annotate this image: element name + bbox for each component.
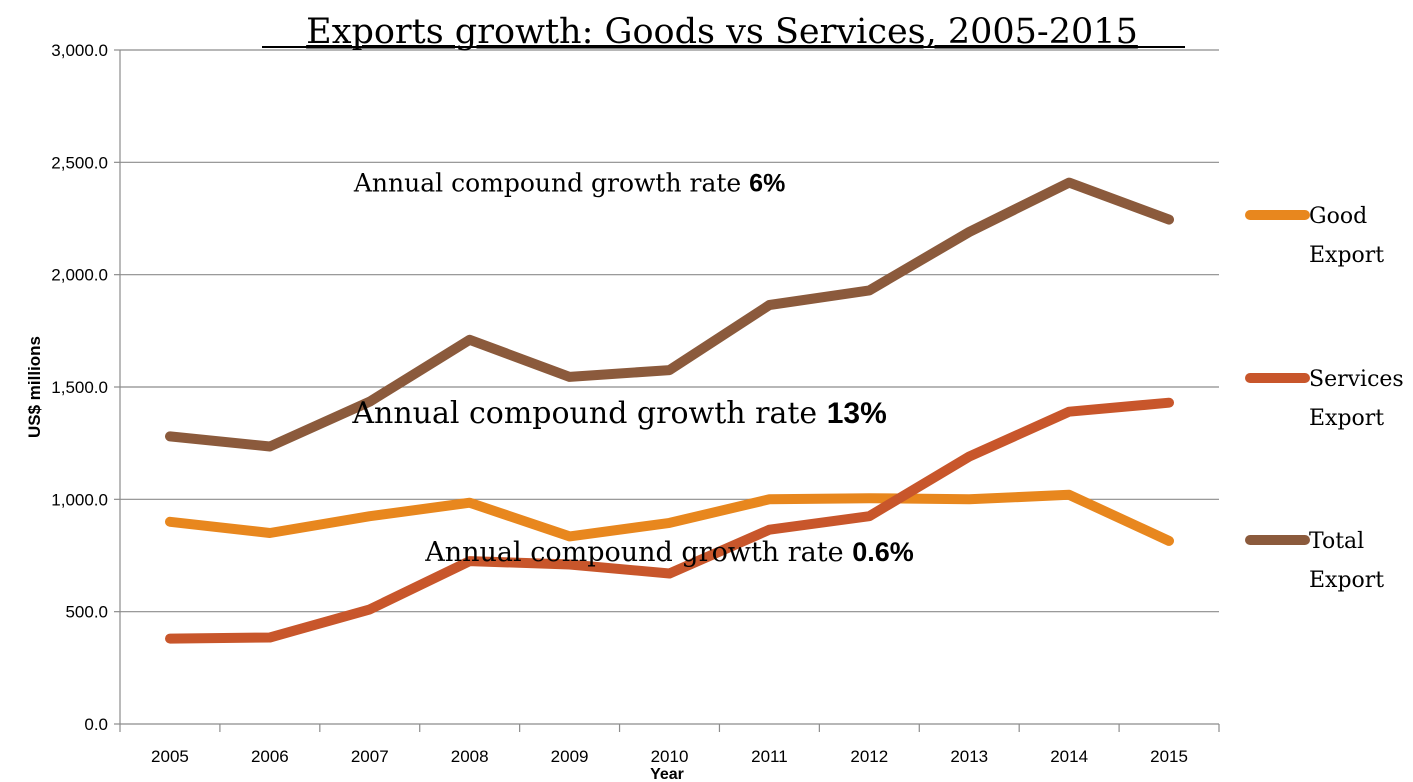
x-tick-label: 2007 xyxy=(351,747,389,766)
x-tick-labels: 2005 2006 2007 2008 2009 2010 2011 2012 2013 2014… xyxy=(151,747,1188,766)
y-tick-label: 500.0 xyxy=(65,603,108,622)
legend-label: Total xyxy=(1309,529,1364,554)
growth-annotation: Annual compound growth rate 6% xyxy=(353,169,785,198)
gridlines xyxy=(114,49,1219,725)
y-tick-labels: 0.0 500.0 1,000.0 1,500.0 2,000.0 2,500.0 3,00… xyxy=(51,41,108,734)
legend-label: Export xyxy=(1309,406,1384,431)
x-axis-label: Year xyxy=(650,766,684,782)
y-tick-label: 1,000.0 xyxy=(51,490,108,509)
x-tick-label: 2015 xyxy=(1150,747,1188,766)
x-tick-label: 2012 xyxy=(850,747,888,766)
growth-annotation: Annual compound growth rate 13% xyxy=(351,396,886,431)
x-tick-label: 2008 xyxy=(451,747,489,766)
series-line-total xyxy=(165,177,1174,452)
series-line-good xyxy=(165,489,1174,546)
y-tick-label: 2,000.0 xyxy=(51,266,108,285)
x-tick-label: 2013 xyxy=(950,747,988,766)
y-tick-label: 2,500.0 xyxy=(51,153,108,172)
legend-label: Export xyxy=(1309,568,1384,593)
series-lines xyxy=(165,177,1174,644)
annotations: Annual compound growth rate 6% Annual com… xyxy=(351,169,913,569)
y-tick-label: 3,000.0 xyxy=(51,41,108,60)
x-tick-label: 2014 xyxy=(1050,747,1088,766)
y-axis-label: US$ millions xyxy=(25,336,44,438)
legend-label: Export xyxy=(1309,243,1384,268)
x-tick-label: 2009 xyxy=(551,747,589,766)
legend-label: Good xyxy=(1309,204,1367,229)
legend-label: Services xyxy=(1309,367,1404,392)
x-tick-label: 2010 xyxy=(651,747,689,766)
chart-title: Exports growth: Goods vs Services, 2005-… xyxy=(306,12,1138,52)
legend: Good Export Services Export Total Export xyxy=(1245,204,1404,593)
series-line-services xyxy=(165,397,1174,644)
x-tick-label: 2011 xyxy=(751,747,788,766)
axes xyxy=(119,50,1220,732)
x-tick-label: 2005 xyxy=(151,747,189,766)
x-tick-label: 2006 xyxy=(251,747,289,766)
growth-annotation: Annual compound growth rate 0.6% xyxy=(424,537,913,568)
y-tick-label: 0.0 xyxy=(84,715,108,734)
y-tick-label: 1,500.0 xyxy=(51,378,108,397)
